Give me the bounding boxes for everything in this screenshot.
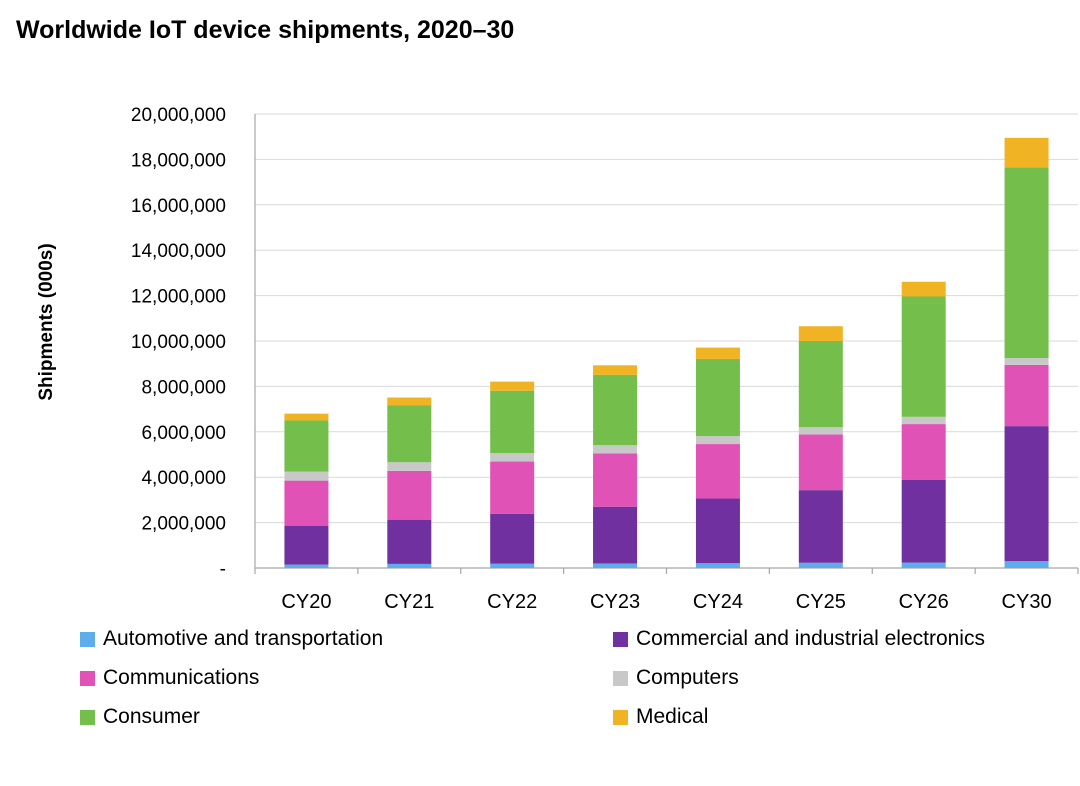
bar-segment xyxy=(490,563,535,568)
bar-segment xyxy=(387,563,432,568)
legend-swatch xyxy=(80,631,95,647)
y-tick-label: 18,000,000 xyxy=(131,150,226,171)
legend-item: Automotive and transportation xyxy=(80,626,613,652)
bar-segment xyxy=(1004,167,1049,359)
bar-segment xyxy=(490,381,535,391)
bar-segment xyxy=(901,296,946,417)
legend-swatch xyxy=(80,709,95,725)
legend-item: Commercial and industrial electronics xyxy=(613,626,1060,652)
x-tick-label: CY23 xyxy=(590,591,640,613)
y-tick-label: 14,000,000 xyxy=(131,241,226,262)
y-tick-label: 10,000,000 xyxy=(131,332,226,353)
legend-swatch xyxy=(613,631,628,647)
bar-segment xyxy=(593,506,638,564)
bar-segment xyxy=(284,420,329,472)
bar-segment xyxy=(1004,426,1049,562)
bar-segment xyxy=(798,434,843,491)
bar-segment xyxy=(593,365,638,375)
bar-segment xyxy=(798,427,843,435)
bar-segment xyxy=(1004,561,1049,568)
bar-segment xyxy=(387,470,432,520)
legend-label: Computers xyxy=(636,666,739,689)
y-tick-label: 4,000,000 xyxy=(141,468,226,489)
y-tick-label: - xyxy=(220,559,226,580)
x-tick-label: CY22 xyxy=(487,591,537,613)
bar-segment xyxy=(284,471,329,481)
legend-label: Communications xyxy=(103,666,260,689)
bar-segment xyxy=(284,564,329,568)
chart-title: Worldwide IoT device shipments, 2020–30 xyxy=(16,16,515,44)
legend-item: Consumer xyxy=(80,704,613,730)
bar-segment xyxy=(284,413,329,421)
bar-segment xyxy=(901,416,946,425)
y-tick-label: 8,000,000 xyxy=(141,377,226,398)
legend-item: Medical xyxy=(613,704,1060,730)
bar-segment xyxy=(387,519,432,564)
legend-swatch xyxy=(613,709,628,725)
bar-segment xyxy=(490,461,535,514)
bar-segment xyxy=(490,390,535,454)
bar-segment xyxy=(1004,358,1049,365)
y-tick-label: 16,000,000 xyxy=(131,196,226,217)
legend-item: Communications xyxy=(80,665,613,691)
legend-label: Consumer xyxy=(103,705,200,728)
bar-segment xyxy=(901,562,946,568)
legend-item: Computers xyxy=(613,665,1060,691)
bar-segment xyxy=(387,405,432,463)
legend-swatch xyxy=(80,670,95,686)
y-tick-label: 12,000,000 xyxy=(131,287,226,308)
x-tick-label: CY24 xyxy=(693,591,743,613)
y-tick-label: 2,000,000 xyxy=(141,514,226,535)
bar-segment xyxy=(490,453,535,462)
bar-segment xyxy=(901,479,946,563)
legend-swatch xyxy=(613,670,628,686)
bar-segment xyxy=(901,281,946,297)
bar-segment xyxy=(798,490,843,563)
bar-segment xyxy=(798,341,843,428)
bar-segment xyxy=(593,453,638,507)
x-tick-label: CY26 xyxy=(899,591,949,613)
y-axis-label: Shipments (000s) xyxy=(36,243,57,400)
bar-segment xyxy=(695,358,740,437)
legend: Automotive and transportation Commercial … xyxy=(80,626,1060,730)
bar-segment xyxy=(284,526,329,565)
bar-segment xyxy=(695,436,740,445)
x-tick-label: CY25 xyxy=(796,591,846,613)
chart-canvas: - 2,000,000 4,000,000 6,000,000 8,000,000 10,… xyxy=(36,105,1079,613)
bar-segment xyxy=(695,347,740,359)
bar-segment xyxy=(593,374,638,446)
legend-label: Medical xyxy=(636,705,709,728)
legend-label: Commercial and industrial electronics xyxy=(636,627,985,650)
bars xyxy=(284,137,1049,568)
y-tick-label: 20,000,000 xyxy=(131,105,226,126)
legend-label: Automotive and transportation xyxy=(103,627,384,650)
y-tick-label: 6,000,000 xyxy=(141,423,226,444)
x-tick-label: CY30 xyxy=(1002,591,1052,613)
bar-segment xyxy=(695,563,740,568)
bar-segment xyxy=(695,444,740,499)
bar-segment xyxy=(490,513,535,564)
bar-segment xyxy=(387,462,432,471)
x-tick-label: CY20 xyxy=(281,591,331,613)
gridlines xyxy=(255,113,1078,524)
bar-segment xyxy=(593,445,638,454)
bar-segment xyxy=(695,498,740,564)
bar-segment xyxy=(284,480,329,527)
bar-segment xyxy=(798,562,843,568)
axis-labels: - 2,000,000 4,000,000 6,000,000 8,000,000 10,… xyxy=(131,105,1052,613)
bar-segment xyxy=(901,424,946,480)
bar-segment xyxy=(1004,364,1049,427)
bar-segment xyxy=(798,326,843,341)
axes xyxy=(254,114,1079,574)
bar-segment xyxy=(1004,137,1049,168)
x-tick-label: CY21 xyxy=(384,591,434,613)
bar-segment xyxy=(387,397,432,406)
bar-segment xyxy=(593,563,638,568)
